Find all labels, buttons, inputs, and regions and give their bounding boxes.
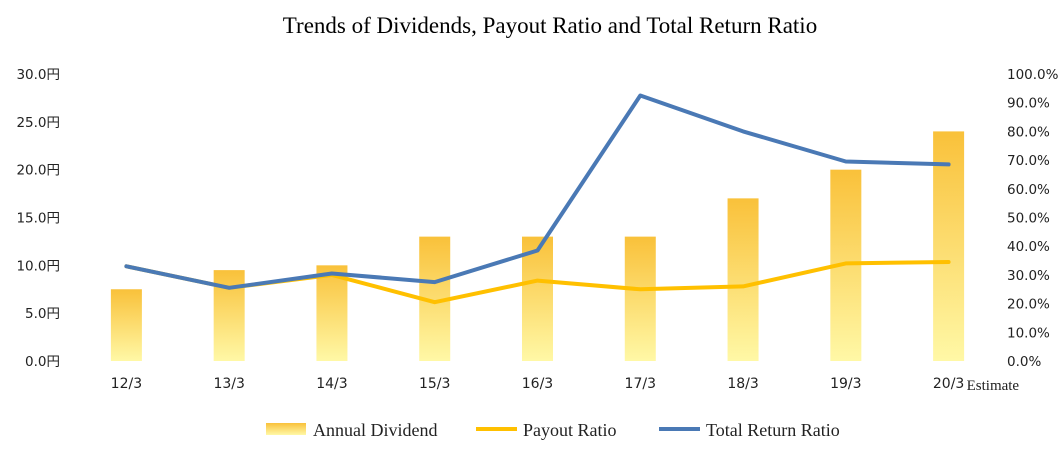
- y-right-tick-label: 0.0%: [1007, 354, 1041, 370]
- y-left-tick-label: 20.0円: [16, 163, 60, 179]
- x-annotation: Estimate: [967, 378, 1020, 394]
- x-tick-label: 15/3: [419, 376, 450, 392]
- line-series: [124, 93, 951, 305]
- legend: Annual Dividend Payout Ratio Total Return …: [266, 420, 840, 440]
- legend-label-total-return-ratio: Total Return Ratio: [706, 420, 840, 440]
- bar-annual-dividend: [933, 131, 965, 361]
- x-tick-label: 18/3: [727, 376, 758, 392]
- x-axis: 12/3 13/3 14/3 15/3 16/3 17/3 18/3 19/3 20/3: [111, 376, 965, 392]
- x-tick-label: 20/3: [933, 376, 964, 392]
- y-right-tick-label: 100.0%: [1007, 67, 1059, 83]
- y-left-tick-label: 10.0円: [16, 258, 60, 274]
- x-tick-label: 17/3: [625, 376, 656, 392]
- x-tick-label: 14/3: [316, 376, 347, 392]
- y-right-tick-label: 30.0%: [1007, 268, 1050, 284]
- y-right-tick-label: 90.0%: [1007, 96, 1050, 112]
- bar-annual-dividend: [110, 289, 142, 361]
- x-tick-label: 19/3: [830, 376, 861, 392]
- y-right-tick-label: 10.0%: [1007, 325, 1050, 341]
- bar-annual-dividend: [316, 265, 348, 361]
- y-left-tick-label: 15.0円: [16, 211, 60, 227]
- y-left-tick-label: 30.0円: [16, 67, 60, 83]
- y-right-tick-label: 20.0%: [1007, 297, 1050, 313]
- legend-label-payout-ratio: Payout Ratio: [523, 420, 617, 440]
- x-tick-label: 16/3: [522, 376, 553, 392]
- bar-series: [110, 131, 965, 361]
- legend-label-annual-dividend: Annual Dividend: [313, 420, 437, 440]
- y-left-tick-label: 0.0円: [25, 354, 60, 370]
- right-axis: 0.0% 10.0% 20.0% 30.0% 40.0% 50.0% 60.0% 70.0% 8…: [1007, 67, 1059, 370]
- line-total-return-ratio: [124, 93, 951, 290]
- legend-swatch-annual-dividend: [266, 423, 306, 435]
- y-right-tick-label: 80.0%: [1007, 124, 1050, 140]
- y-left-tick-label: 5.0円: [25, 306, 60, 322]
- chart-title: Trends of Dividends, Payout Ratio and To…: [283, 13, 817, 38]
- y-left-tick-label: 25.0円: [16, 115, 60, 131]
- y-right-tick-label: 70.0%: [1007, 153, 1050, 169]
- y-right-tick-label: 60.0%: [1007, 182, 1050, 198]
- left-axis: 0.0円 5.0円 10.0円 15.0円 20.0円 25.0円 30.0円: [16, 67, 60, 370]
- x-tick-label: 13/3: [213, 376, 244, 392]
- bar-annual-dividend: [522, 236, 553, 361]
- y-right-tick-label: 40.0%: [1007, 239, 1050, 255]
- bar-annual-dividend: [727, 198, 759, 361]
- bar-annual-dividend: [624, 236, 656, 361]
- x-tick-label: 12/3: [111, 376, 142, 392]
- y-right-tick-label: 50.0%: [1007, 211, 1050, 227]
